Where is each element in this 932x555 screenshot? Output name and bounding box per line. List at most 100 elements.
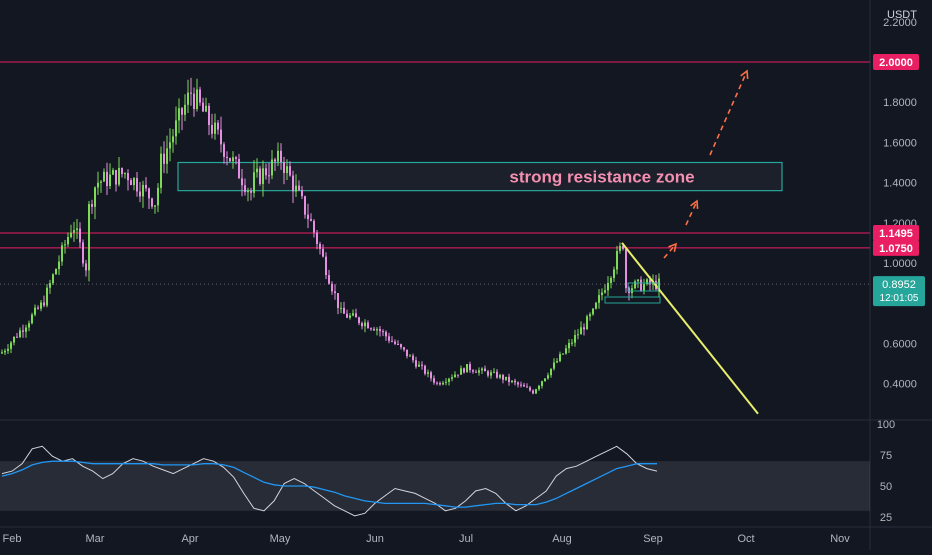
projection-arrow-0[interactable] [663,243,677,259]
candle-body [160,153,162,188]
resistance-zone-label: strong resistance zone [509,168,694,187]
candle-body [640,279,642,291]
candle-body [523,384,525,387]
candle-body [37,307,39,309]
consolidation-box[interactable] [627,282,659,292]
candle-body [52,274,54,284]
candle-body [70,232,72,238]
candle-body [637,279,639,282]
candle-body [343,307,345,314]
candle-body [97,182,99,188]
candle-body [622,245,624,249]
candle-body [298,185,300,191]
candle-body [433,378,435,383]
candle-body [223,144,225,157]
price-tick-label: 1.8000 [883,97,917,109]
candle-body [511,380,513,383]
candle-body [325,256,327,276]
time-tick-label: Jul [459,533,473,545]
candle-body [475,371,477,373]
candle-body [424,365,426,374]
candle-body [232,157,234,162]
level-price-label: 2.0000 [879,57,913,69]
candle-body [595,302,597,309]
candle-body [7,348,9,351]
time-tick-label: Jun [366,533,384,545]
candle-body [337,293,339,309]
resistance-zone-box[interactable] [177,161,783,192]
time-tick-label: Apr [181,533,198,545]
candle-body [322,248,324,257]
consolidation-box[interactable] [604,296,661,304]
candle-body [439,383,441,385]
candle-body [193,93,195,110]
candle-body [103,171,105,182]
candle-body [463,368,465,373]
candle-body [607,282,609,291]
level-price-badge [873,224,919,241]
projection-arrow-head [668,242,678,252]
candle-body [250,190,252,193]
candle-body [64,244,66,246]
candle-body [19,330,21,338]
rsi-tick-label: 100 [877,419,895,431]
candle-body [202,102,204,112]
candle-body [133,178,135,186]
candle-body [307,214,309,220]
candle-body [199,89,201,103]
candle-body [385,331,387,337]
candle-body [115,170,117,185]
time-tick-label: Feb [3,533,22,545]
candle-body [481,368,483,371]
candle-body [310,219,312,221]
rsi-series-line-0[interactable] [1,445,658,517]
candle-body [319,243,321,249]
candle-body [649,279,651,285]
candle-body [514,380,516,383]
candle-body [286,166,288,174]
candle-body [394,341,396,344]
rsi-tick-label: 25 [880,512,892,524]
candle-body [151,198,153,207]
candle-body [4,350,6,353]
candle-body [25,327,27,332]
descending-trendline[interactable] [621,242,759,415]
rsi-series-line-1[interactable] [1,460,657,508]
candle-body [214,122,216,134]
candle-body [598,295,600,303]
projection-arrow-2[interactable] [709,70,748,156]
candle-body [61,245,63,262]
level-price-label: 1.0750 [879,243,913,255]
candle-body [619,245,621,251]
candle-body [253,172,255,193]
candle-body [601,292,603,296]
candle-body [181,108,183,115]
candle-body [517,382,519,385]
candle-body [172,136,174,143]
projection-arrow-1[interactable] [685,200,698,226]
candle-body [271,159,273,176]
candle-body [124,173,126,175]
candle-body [349,315,351,318]
candle-body [34,307,36,315]
candle-body [370,328,372,330]
candle-body [58,261,60,270]
candle-body [538,385,540,390]
candle-body [592,308,594,315]
candle-body [43,302,45,306]
candle-body [328,275,330,284]
candle-body [577,334,579,336]
candle-body [184,104,186,115]
candle-body [13,336,15,343]
candle-body [469,364,471,371]
price-tick-label: 0.4000 [883,379,917,391]
price-tick-label: 1.4000 [883,178,917,190]
candle-body [265,168,267,176]
candle-body [190,92,192,94]
candle-body [22,330,24,332]
candle-body [130,180,132,186]
candle-body [10,342,12,349]
